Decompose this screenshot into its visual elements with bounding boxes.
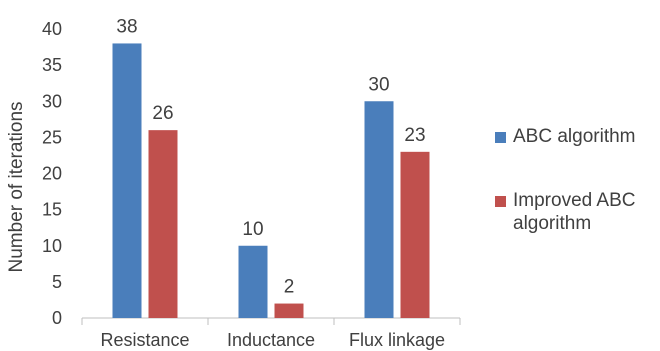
data-label: 38: [116, 16, 137, 37]
bar: [364, 101, 394, 318]
bars: [112, 43, 430, 318]
legend-label: ABC algorithm: [513, 126, 636, 147]
y-tick-label: 15: [42, 200, 62, 220]
legend-label: Improved ABC algorithm: [513, 190, 636, 234]
data-labels: 38 10 30 26 2 23: [116, 16, 425, 297]
x-tick-label: Inductance: [227, 330, 315, 350]
data-label: 2: [284, 277, 295, 298]
data-label: 26: [152, 103, 173, 124]
data-label: 30: [368, 74, 389, 95]
bar: [148, 130, 178, 318]
legend-swatch: [495, 132, 506, 143]
data-label: 23: [404, 125, 425, 146]
y-axis: 0 5 10 15 20 25 30 35 40: [42, 19, 62, 328]
bar: [274, 303, 304, 318]
legend: ABC algorithm Improved ABC algorithm: [495, 126, 636, 234]
y-axis-title: Number of iterations: [6, 101, 27, 272]
y-tick-label: 40: [42, 19, 62, 39]
data-label: 10: [242, 219, 263, 240]
y-tick-label: 5: [52, 272, 62, 292]
x-tick-label: Flux linkage: [349, 330, 445, 350]
bar: [112, 43, 142, 318]
y-tick-label: 10: [42, 236, 62, 256]
y-tick-label: 30: [42, 91, 62, 111]
y-tick-label: 35: [42, 55, 62, 75]
y-tick-label: 20: [42, 164, 62, 184]
legend-swatch: [495, 196, 506, 207]
bar: [400, 151, 430, 318]
x-axis: Resistance Inductance Flux linkage: [81, 317, 461, 350]
y-tick-label: 25: [42, 127, 62, 147]
y-tick-label: 0: [52, 308, 62, 328]
x-tick-label: Resistance: [100, 330, 189, 350]
bar: [238, 245, 268, 318]
